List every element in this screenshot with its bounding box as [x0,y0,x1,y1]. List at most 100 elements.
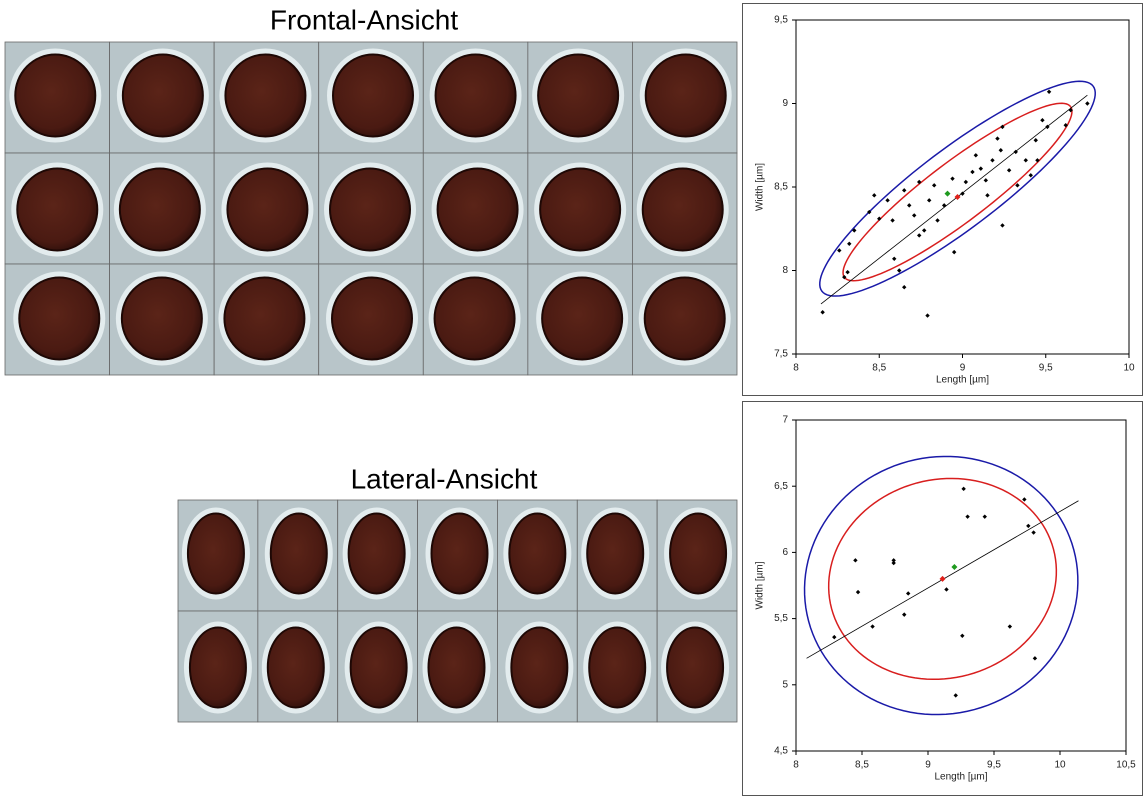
pollen-grain [541,276,624,361]
data-point [954,194,961,201]
data-point [842,274,847,280]
confidence-ellipse [819,80,1096,297]
data-point [1032,656,1038,661]
data-point [1031,530,1036,535]
plot-area [795,419,1127,752]
x-tick-label: 9,5 [987,760,1001,771]
data-point [1006,168,1012,173]
data-point [922,228,927,233]
data-point [891,560,896,566]
data-point [1022,497,1027,502]
data-point [978,166,984,171]
data-point [944,587,949,592]
data-point [973,153,979,158]
data-point [872,193,877,198]
data-point [951,563,958,570]
data-point [907,203,912,208]
confidence-ellipse [842,102,1073,282]
y-axis-label: Width [µm] [755,163,766,211]
data-point [897,268,902,273]
pollen-grain [186,512,245,595]
data-point [892,256,897,262]
x-tick-label: 8 [793,760,799,771]
data-point [885,198,890,203]
pollen-grain [436,167,519,252]
chart-frame [742,401,1143,796]
data-point [1000,124,1005,130]
data-point [960,633,965,639]
data-point [1015,183,1020,188]
panel-title: Lateral-Ansicht [351,463,538,494]
data-point [985,193,990,198]
data-point [1023,158,1028,163]
y-tick-label: 7,5 [774,349,788,360]
pollen-grain [188,626,247,709]
data-point [1035,158,1040,163]
data-point [917,179,922,185]
data-point [853,558,858,563]
y-tick-label: 4,5 [774,746,788,757]
data-point [1040,118,1045,123]
data-point [832,634,837,640]
pollen-grain [430,512,489,595]
data-point [870,624,875,629]
pollen-grain [539,167,622,252]
y-tick-label: 5,5 [774,613,788,624]
pollen-grain [427,626,486,709]
pollen-grain [347,512,406,595]
data-point [998,148,1003,153]
data-point [982,514,987,519]
data-point [1026,523,1031,529]
plot-area [795,19,1130,355]
y-axis-label: Width [µm] [755,561,766,609]
pollen-grain [434,53,517,138]
data-point [902,188,907,193]
data-point [867,209,872,215]
data-point [960,191,965,196]
pollen-grain [332,53,414,138]
pollen-grain [433,276,516,361]
pollen-grain [586,512,645,595]
data-point [927,198,932,203]
x-axis-label: Length [µm] [934,772,987,783]
y-tick-label: 8,5 [774,182,788,193]
y-tick-label: 6 [782,547,788,558]
data-point [941,203,947,208]
data-point [845,269,850,275]
data-point [1068,107,1073,113]
data-point [963,179,969,185]
data-point [1000,223,1005,228]
data-point [1033,138,1038,143]
pollen-grain [18,276,101,361]
x-tick-label: 9,5 [1039,363,1053,374]
data-point [1046,89,1052,95]
pollen-grain [329,167,411,252]
data-point [855,589,861,595]
x-tick-label: 8,5 [872,363,886,374]
y-tick-label: 9,5 [774,15,788,26]
data-point [1063,123,1068,128]
data-point [951,249,957,255]
data-point [953,693,958,698]
data-point [847,241,852,246]
data-point [944,190,951,197]
pollen-grain [16,167,99,252]
data-point [1013,149,1018,155]
data-point [902,612,907,617]
regression-line [820,94,1088,305]
data-point [995,136,1000,141]
panel-title: Frontal-Ansicht [270,4,459,35]
pollen-grain [118,167,201,252]
x-tick-label: 10 [1123,363,1135,374]
pollen-grain [269,512,328,595]
data-point [965,514,970,519]
pollen-grain [266,626,325,709]
confidence-ellipse [803,455,1079,716]
x-tick-label: 9 [925,760,931,771]
y-tick-label: 9 [782,98,788,109]
data-point [902,285,907,290]
pollen-grain [508,512,567,595]
pollen-grain [537,53,620,138]
pollen-grain [120,276,203,361]
